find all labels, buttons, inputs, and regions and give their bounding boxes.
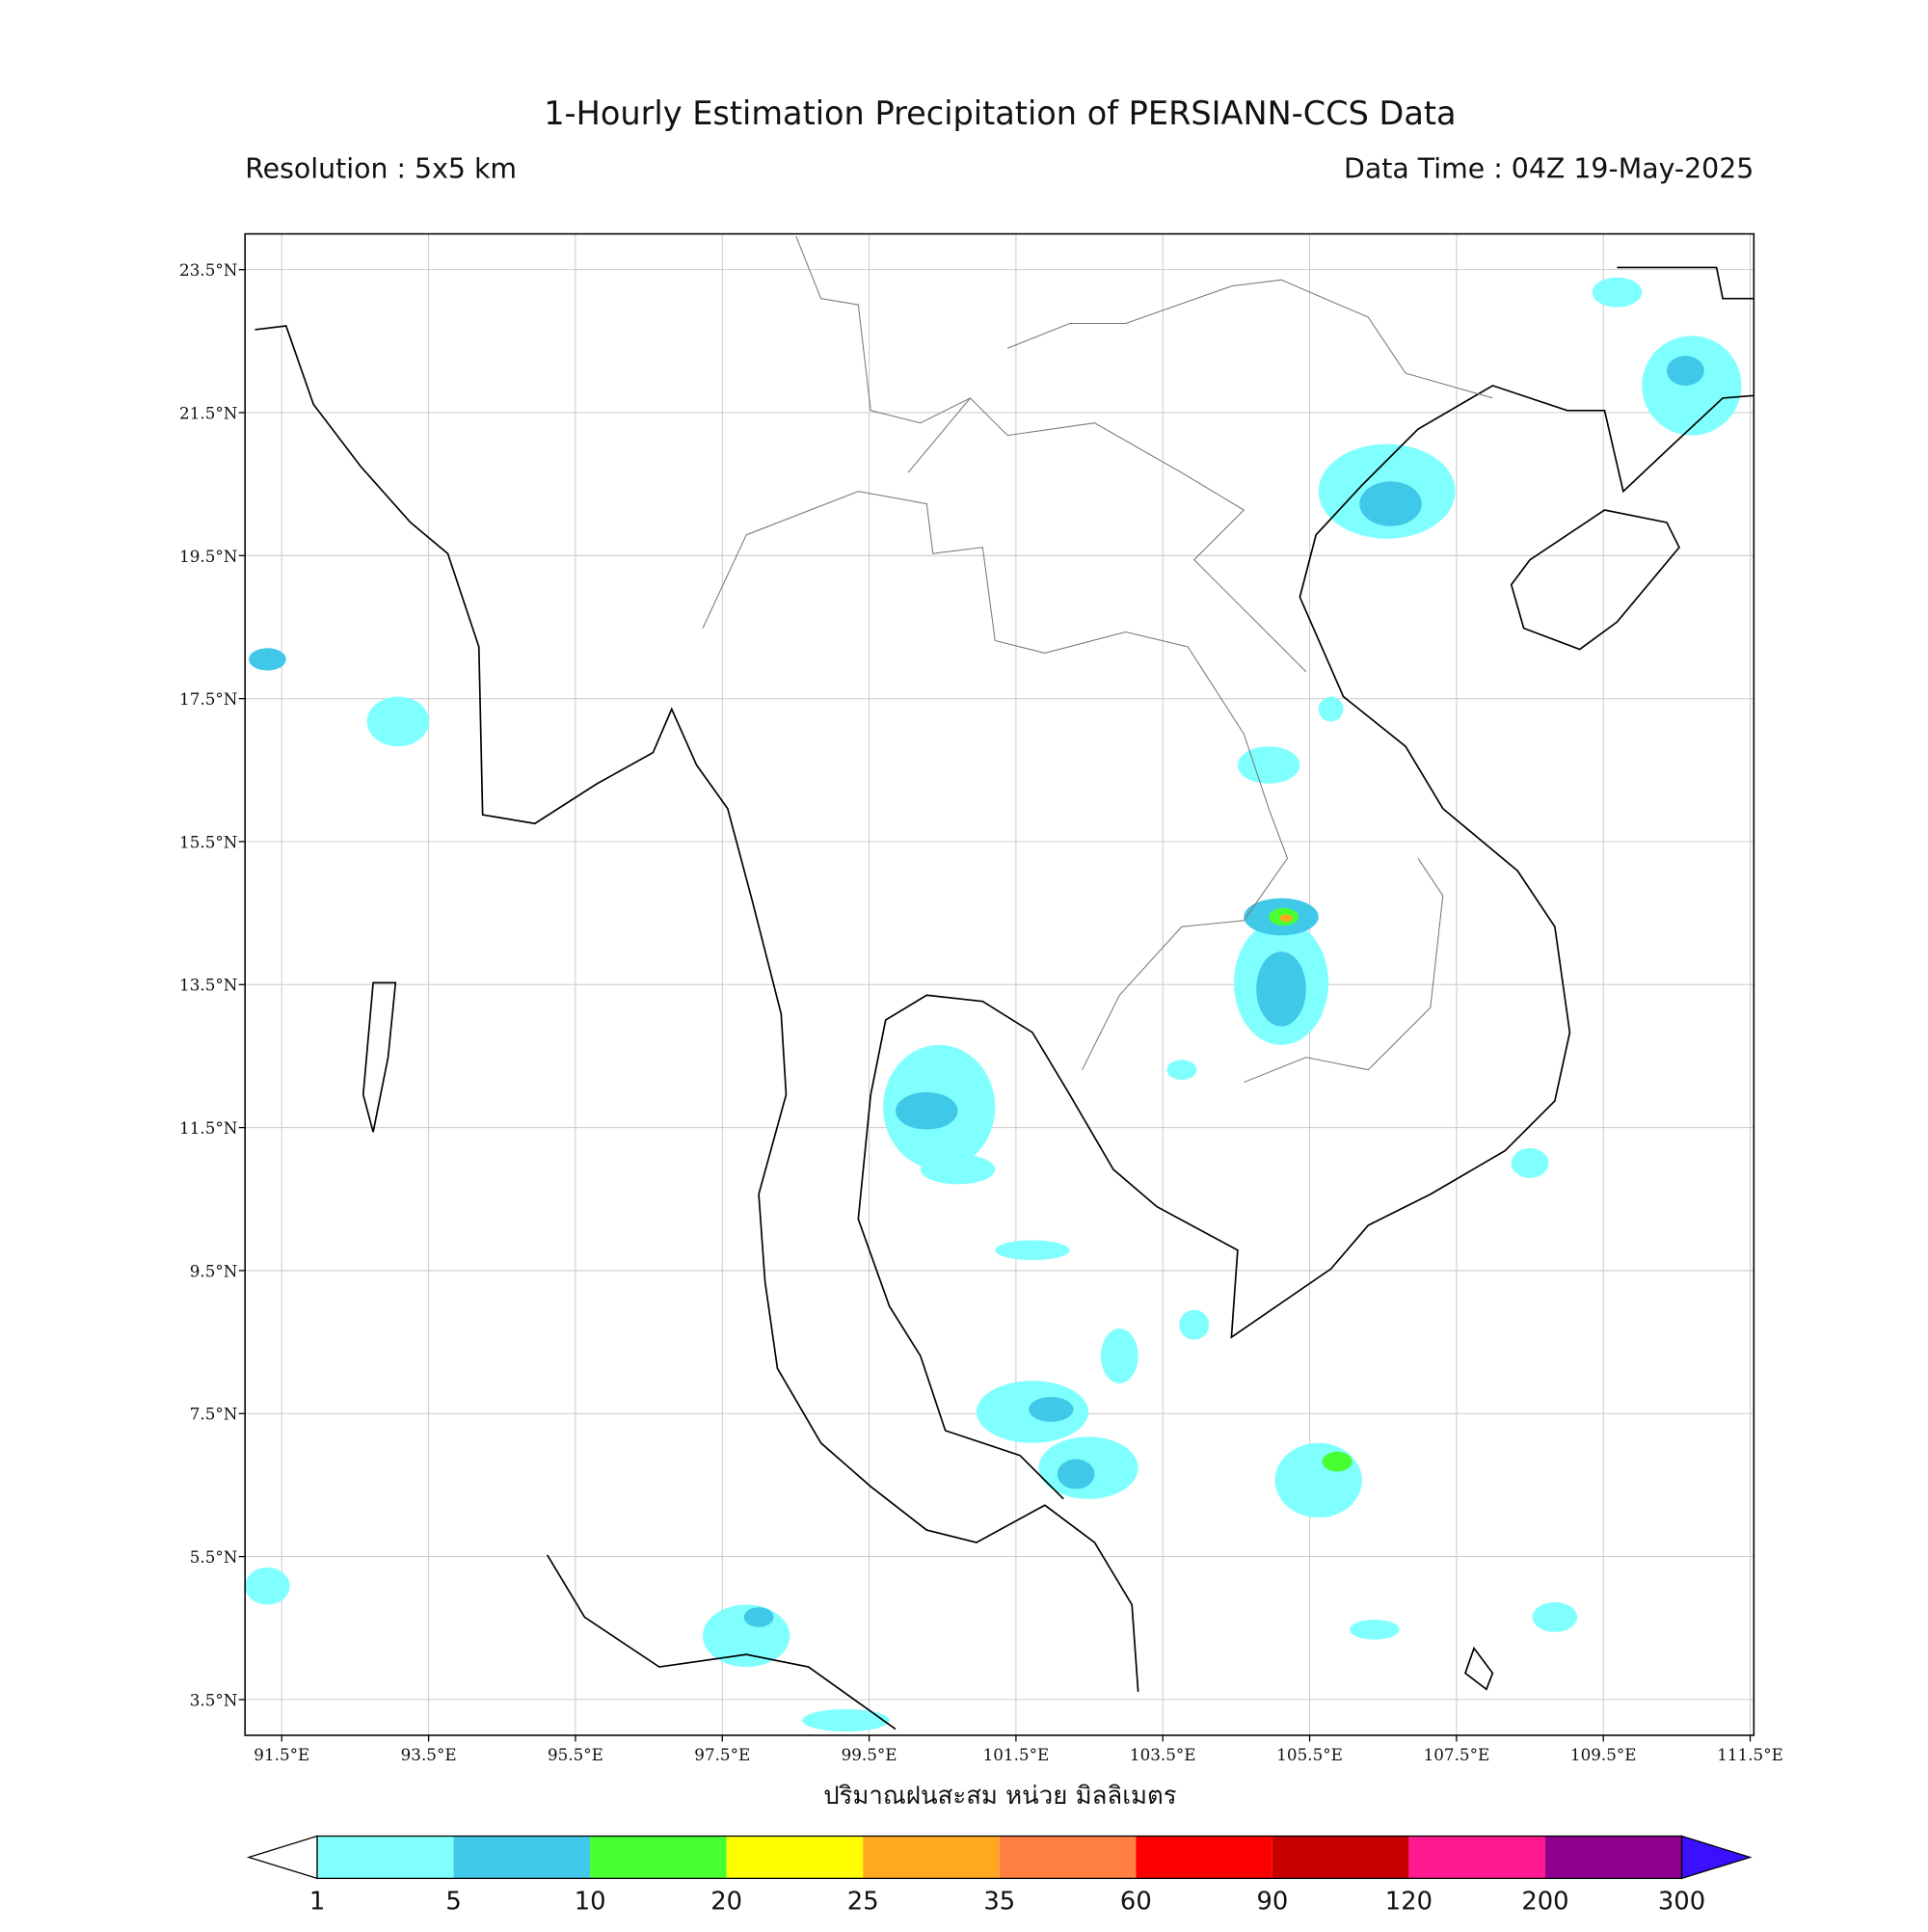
colorbar-segment: [863, 1836, 1000, 1879]
borders: [702, 235, 1493, 1084]
y-tick-label: 21.5°N: [179, 403, 237, 422]
colorbar-label: 5: [445, 1888, 461, 1917]
grid-layer: [245, 233, 1754, 1735]
x-tick-label: 111.5°E: [1717, 1745, 1783, 1764]
y-tick-label: 15.5°N: [179, 832, 237, 851]
colorbar-label: 20: [710, 1888, 742, 1917]
x-axis-label: ปริมาณฝนสะสม หน่วย มิลลิเมตร: [823, 1782, 1177, 1811]
y-tick-label: 5.5°N: [190, 1547, 238, 1567]
resolution: Resolution : 5x5 km: [245, 153, 517, 185]
precipitation: [245, 277, 1742, 1732]
colorbar-over: [1680, 1835, 1753, 1880]
colorbar-label: 35: [983, 1888, 1015, 1917]
x-tick-label: 101.5°E: [983, 1745, 1050, 1764]
y-tick-label: 3.5°N: [190, 1690, 238, 1709]
colorbar-label: 60: [1120, 1888, 1152, 1917]
y-tick-label: 7.5°N: [190, 1405, 238, 1424]
y-tick-label: 19.5°N: [179, 547, 237, 566]
colorbar-segment: [590, 1836, 727, 1879]
coastlines: [254, 266, 1754, 1731]
title: 1-Hourly Estimation Precipitation of PER…: [544, 94, 1456, 132]
colorbar-label: 10: [575, 1888, 606, 1917]
x-tick-label: 109.5°E: [1570, 1745, 1637, 1764]
x-tick-label: 107.5°E: [1424, 1745, 1490, 1764]
data-time: Data Time : 04Z 19-May-2025: [1344, 153, 1754, 185]
x-tick-label: 95.5°E: [548, 1745, 603, 1764]
colorbar-label: 120: [1385, 1888, 1433, 1917]
colorbar-label: 300: [1658, 1888, 1705, 1917]
colorbar-label: 1: [309, 1888, 325, 1917]
colorbar-segment: [1408, 1836, 1545, 1879]
x-tick-label: 105.5°E: [1276, 1745, 1343, 1764]
x-tick-label: 103.5°E: [1130, 1745, 1196, 1764]
colorbar: 1 5 10 20 25 35 60 90 120 200 300: [246, 1835, 1753, 1917]
colorbar-segment: [1272, 1836, 1409, 1879]
y-tick-label: 9.5°N: [190, 1261, 238, 1280]
y-tick-label: 23.5°N: [179, 260, 237, 280]
colorbar-segment: [453, 1836, 591, 1879]
colorbar-segment: [1544, 1836, 1682, 1879]
colorbar-label: 200: [1521, 1888, 1568, 1917]
colorbar-under: [246, 1835, 318, 1880]
y-tick-label: 11.5°N: [179, 1118, 237, 1138]
x-tick-label: 91.5°E: [254, 1745, 309, 1764]
colorbar-outline: [316, 1835, 1683, 1880]
colorbar-segment: [726, 1836, 864, 1879]
colorbar-segment: [1136, 1836, 1272, 1879]
x-tick-label: 97.5°E: [694, 1745, 750, 1764]
colorbar-label: 90: [1256, 1888, 1288, 1917]
colorbar-segment: [317, 1836, 454, 1879]
y-tick-label: 17.5°N: [179, 689, 237, 709]
colorbar-label: 25: [847, 1888, 879, 1917]
colorbar-segment: [999, 1836, 1137, 1879]
y-tick-label: 13.5°N: [179, 976, 237, 995]
x-tick-label: 93.5°E: [401, 1745, 457, 1764]
x-tick-label: 99.5°E: [842, 1745, 897, 1764]
